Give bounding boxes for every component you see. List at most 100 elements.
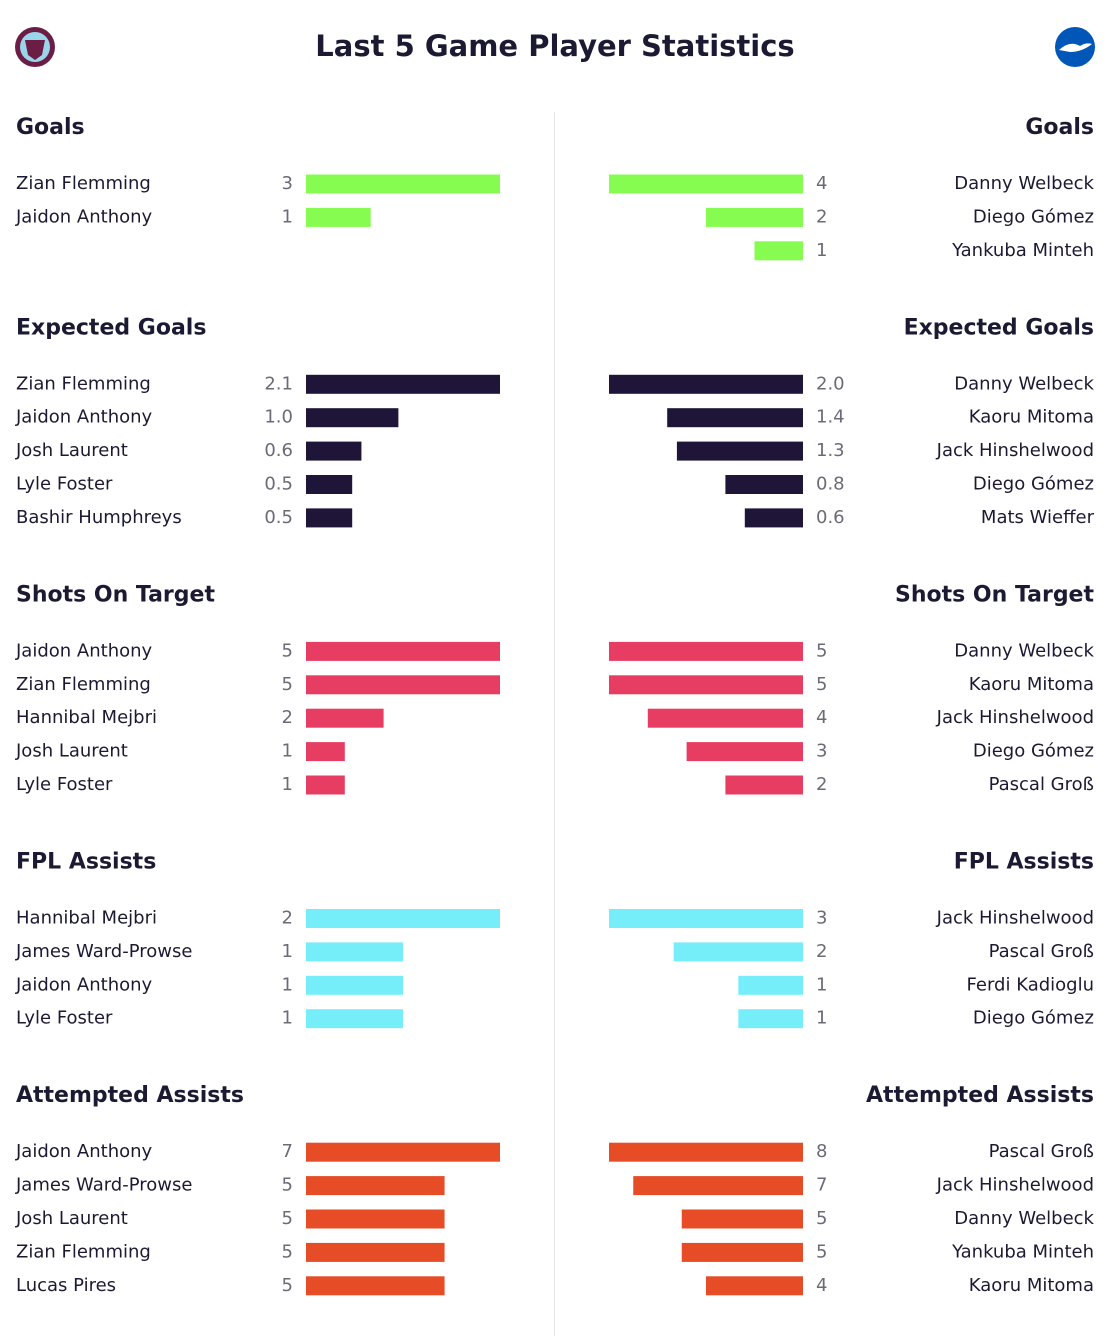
bar <box>725 775 803 795</box>
bar <box>725 475 803 494</box>
value-label: 5 <box>816 640 827 661</box>
bar <box>306 174 500 194</box>
player-name: Jaidon Anthony <box>15 640 153 661</box>
bar <box>667 408 803 428</box>
player-name: Yankuba Minteh <box>951 240 1094 261</box>
bar <box>676 441 803 461</box>
player-name: Danny Welbeck <box>954 1208 1094 1229</box>
player-name: Zian Flemming <box>16 1241 151 1262</box>
bar <box>754 241 803 261</box>
value-label: 5 <box>816 674 827 695</box>
bar <box>306 1276 445 1296</box>
section-title: Expected Goals <box>904 315 1094 340</box>
bar <box>306 1142 500 1162</box>
player-name: Danny Welbeck <box>954 373 1094 394</box>
bar <box>306 1209 445 1229</box>
player-name: Diego Gómez <box>973 741 1094 762</box>
value-label: 3 <box>816 741 827 762</box>
player-name: Jaidon Anthony <box>15 206 153 227</box>
value-label: 1 <box>816 974 827 995</box>
player-name: Jaidon Anthony <box>15 1141 153 1162</box>
away-badge <box>1055 27 1095 67</box>
bar <box>609 675 803 695</box>
value-label: 1 <box>282 974 293 995</box>
value-label: 0.8 <box>816 474 845 495</box>
player-name: Mats Wieffer <box>981 507 1095 528</box>
bar <box>306 641 500 661</box>
bar <box>609 909 803 928</box>
bar <box>609 374 803 394</box>
bar <box>738 975 803 995</box>
section-title: Shots On Target <box>16 582 215 607</box>
bar <box>306 441 362 461</box>
player-name: Diego Gómez <box>973 206 1094 227</box>
value-label: 2 <box>282 707 293 728</box>
value-label: 2.1 <box>264 373 293 394</box>
home-badge <box>15 27 55 67</box>
bar <box>306 508 353 528</box>
value-label: 1.0 <box>264 407 293 428</box>
value-label: 1 <box>816 1008 827 1029</box>
bar <box>306 475 353 494</box>
bar <box>609 174 803 194</box>
player-name: Jaidon Anthony <box>15 974 153 995</box>
player-name: Jack Hinshelwood <box>936 1175 1094 1196</box>
value-label: 1.4 <box>816 407 845 428</box>
value-label: 1 <box>282 941 293 962</box>
player-name: Diego Gómez <box>973 474 1094 495</box>
value-label: 5 <box>282 640 293 661</box>
player-name: Josh Laurent <box>15 440 128 461</box>
player-name: Lyle Foster <box>16 774 113 795</box>
value-label: 1 <box>816 240 827 261</box>
player-name: James Ward-Prowse <box>15 941 192 962</box>
player-name: Kaoru Mitoma <box>969 674 1094 695</box>
value-label: 4 <box>816 1275 827 1296</box>
player-name: Bashir Humphreys <box>16 507 182 528</box>
value-label: 8 <box>816 1141 827 1162</box>
player-name: Yankuba Minteh <box>951 1241 1094 1262</box>
bar <box>673 942 803 962</box>
bar <box>738 1009 803 1029</box>
player-name: Hannibal Mejbri <box>16 908 157 929</box>
value-label: 4 <box>816 173 827 194</box>
bar <box>686 742 803 762</box>
bar <box>306 708 384 728</box>
player-name: Jaidon Anthony <box>15 407 153 428</box>
section-title: Shots On Target <box>895 582 1094 607</box>
section-title: Attempted Assists <box>866 1083 1094 1108</box>
section-title: Goals <box>1025 115 1094 140</box>
value-label: 1.3 <box>816 440 845 461</box>
value-label: 1 <box>282 741 293 762</box>
bar <box>306 742 345 762</box>
player-name: Zian Flemming <box>16 173 151 194</box>
bar <box>306 909 500 928</box>
value-label: 2 <box>816 941 827 962</box>
player-name: Pascal Groß <box>989 941 1094 962</box>
value-label: 5 <box>282 1175 293 1196</box>
player-name: Zian Flemming <box>16 674 151 695</box>
player-name: Pascal Groß <box>989 1141 1094 1162</box>
bar <box>744 508 803 528</box>
value-label: 2 <box>816 206 827 227</box>
bar <box>306 1242 445 1262</box>
value-label: 2.0 <box>816 373 845 394</box>
player-name: Lyle Foster <box>16 474 113 495</box>
player-name: Josh Laurent <box>15 741 128 762</box>
value-label: 1 <box>282 206 293 227</box>
player-name: Jack Hinshelwood <box>936 707 1094 728</box>
section-title: FPL Assists <box>16 850 156 875</box>
section-title: FPL Assists <box>954 850 1094 875</box>
bar <box>306 207 371 227</box>
bar <box>706 207 803 227</box>
bar <box>306 408 399 428</box>
bar <box>306 775 345 795</box>
player-name: Danny Welbeck <box>954 640 1094 661</box>
player-name: Jack Hinshelwood <box>936 908 1094 929</box>
value-label: 1 <box>282 1008 293 1029</box>
bar <box>706 1276 803 1296</box>
player-name: Zian Flemming <box>16 373 151 394</box>
player-name: Kaoru Mitoma <box>969 407 1094 428</box>
player-name: Diego Gómez <box>973 1008 1094 1029</box>
value-label: 5 <box>282 1275 293 1296</box>
bar <box>306 942 403 962</box>
